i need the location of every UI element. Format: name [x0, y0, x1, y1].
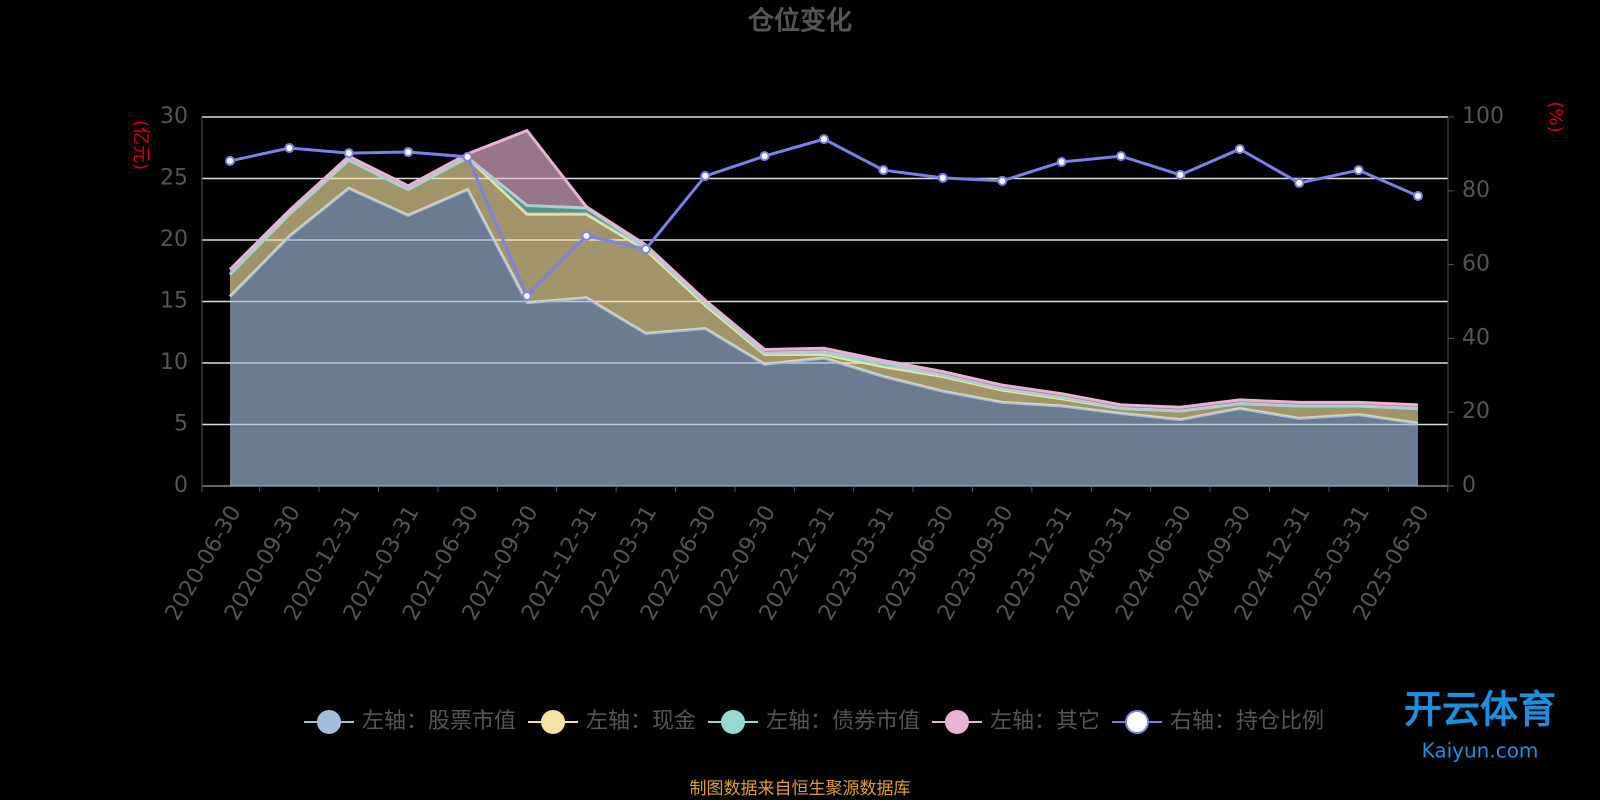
- y2-tick-label: 0: [1462, 473, 1476, 498]
- ratio-point: [937, 172, 948, 183]
- legend-item: 左轴：股票市值: [304, 709, 516, 734]
- legend-marker: [721, 710, 745, 734]
- ratio-point: [1294, 178, 1305, 189]
- area-fill: [230, 188, 1418, 486]
- legend-item: 左轴：债券市值: [708, 709, 920, 734]
- legend-label: 左轴：其它: [990, 709, 1100, 734]
- y-tick-label: 5: [174, 412, 188, 437]
- y-axis-label: (亿元): [130, 120, 151, 170]
- ratio-point: [759, 151, 770, 162]
- y-tick-label: 15: [160, 289, 188, 314]
- y2-tick-label: 60: [1462, 252, 1490, 277]
- ratio-point: [700, 171, 711, 182]
- ratio-point: [1056, 157, 1067, 168]
- watermark: 开云体育: [1404, 688, 1556, 732]
- ratio-point: [1116, 151, 1126, 162]
- y2-tick-label: 40: [1462, 325, 1490, 350]
- legend-marker: [541, 710, 565, 734]
- ratio-point: [343, 148, 354, 159]
- ratio-point: [878, 165, 889, 176]
- y-tick-label: 20: [160, 227, 188, 252]
- ratio-point: [997, 175, 1008, 186]
- legend-item: 左轴：其它: [932, 709, 1100, 734]
- ratio-point: [1234, 144, 1245, 155]
- legend-item: 右轴：持仓比例: [1112, 709, 1324, 734]
- legend-label: 左轴：债券市值: [766, 709, 920, 734]
- source-note: 制图数据来自恒生聚源数据库: [690, 779, 911, 799]
- ratio-point: [522, 290, 532, 301]
- ratio-point: [1175, 169, 1186, 180]
- legend-marker: [317, 710, 341, 734]
- ratio-point: [1353, 165, 1364, 176]
- legend-label: 右轴：持仓比例: [1170, 709, 1324, 734]
- watermark: Kaiyun.com: [1422, 739, 1539, 763]
- y2-tick-label: 100: [1462, 104, 1504, 129]
- ratio-point: [225, 155, 235, 166]
- ratio-point: [1413, 190, 1423, 201]
- area-fill: [230, 130, 1418, 411]
- y2-tick-label: 20: [1462, 399, 1490, 424]
- legend-item: 左轴：现金: [528, 709, 696, 734]
- legend-marker: [1125, 710, 1149, 734]
- ratio-point: [819, 134, 829, 145]
- area-fill: [230, 157, 1418, 424]
- y2-axis-label: (%): [1545, 101, 1566, 132]
- y-tick-label: 25: [160, 166, 188, 191]
- y-tick-label: 30: [160, 104, 188, 129]
- ratio-point: [284, 142, 295, 153]
- ratio-point: [581, 230, 592, 241]
- chart-title: 仓位变化: [747, 6, 852, 37]
- ratio-point: [640, 244, 651, 255]
- legend-label: 左轴：现金: [586, 709, 696, 734]
- legend-label: 左轴：股票市值: [362, 709, 516, 734]
- area-line: [228, 128, 1419, 409]
- y2-tick-label: 80: [1462, 178, 1490, 203]
- y-tick-label: 0: [174, 473, 188, 498]
- ratio-point: [462, 151, 473, 162]
- ratio-point: [403, 147, 414, 158]
- y-tick-label: 10: [160, 350, 188, 375]
- legend-marker: [945, 710, 969, 734]
